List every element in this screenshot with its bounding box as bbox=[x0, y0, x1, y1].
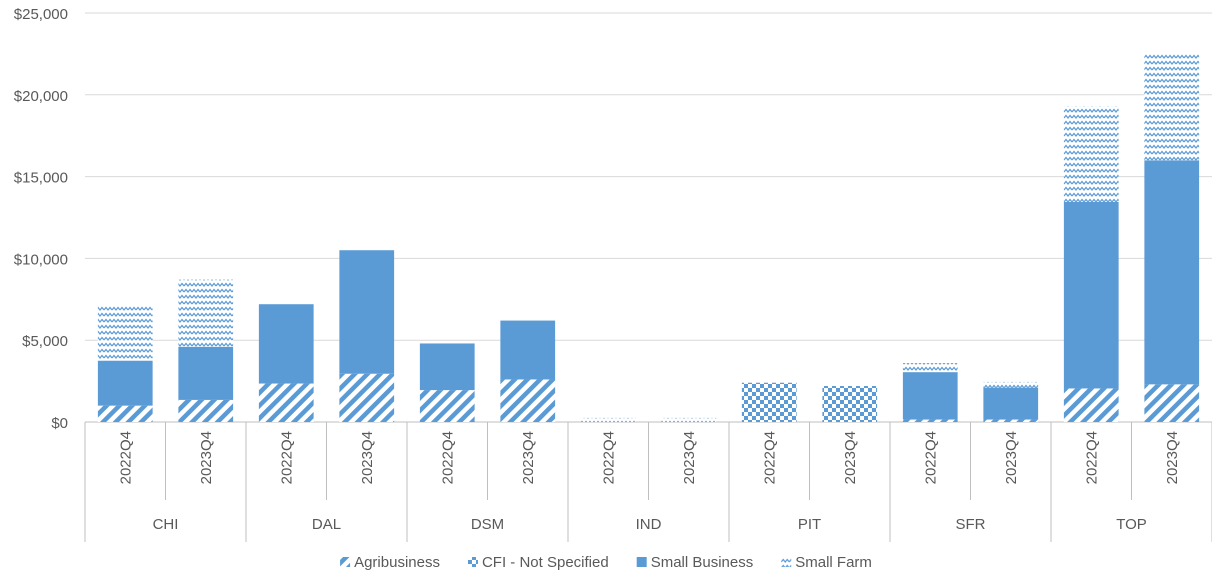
x-tick-label-period: 2023Q4 bbox=[842, 431, 859, 484]
y-tick-label: $10,000 bbox=[14, 251, 68, 268]
x-tick-label-period: 2022Q4 bbox=[761, 431, 778, 484]
bar-segment-small-business bbox=[1144, 160, 1200, 385]
bar-segment-small-business bbox=[500, 320, 556, 380]
bar-segment-small-business bbox=[258, 304, 314, 384]
x-tick-label-period: 2022Q4 bbox=[922, 431, 939, 484]
bar-segment-cfi-not-specified bbox=[741, 382, 797, 422]
y-tick-label: $5,000 bbox=[22, 333, 68, 350]
bar-segment-small-farm bbox=[97, 305, 153, 361]
bar-segment-small-business bbox=[419, 343, 475, 391]
x-tick-label-period: 2023Q4 bbox=[359, 431, 376, 484]
bar-segment-agribusiness bbox=[178, 399, 234, 422]
bar-segment-small-business bbox=[178, 346, 234, 400]
x-tick-label-group: CHI bbox=[153, 516, 179, 533]
legend-item: Small Farm bbox=[781, 554, 872, 571]
bar-segment-cfi-not-specified bbox=[822, 386, 878, 422]
bar-segment-agribusiness bbox=[1063, 388, 1119, 422]
legend-item: CFI - Not Specified bbox=[467, 554, 609, 571]
bar-segment-small-farm bbox=[661, 417, 717, 422]
legend-label: CFI - Not Specified bbox=[482, 554, 609, 571]
legend-swatch bbox=[636, 557, 647, 567]
x-tick-label-group: DSM bbox=[471, 516, 504, 533]
bar-segment-agribusiness bbox=[983, 419, 1039, 422]
legend-label: Agribusiness bbox=[354, 554, 440, 571]
bar-segment-small-farm bbox=[178, 279, 234, 347]
x-tick-label-period: 2023Q4 bbox=[520, 431, 537, 484]
legend-swatch bbox=[340, 557, 351, 567]
bar-segment-small-farm bbox=[1144, 53, 1200, 161]
bar-segment-small-business bbox=[902, 372, 958, 420]
bar-segment-small-farm bbox=[580, 417, 636, 422]
x-tick-label-period: 2023Q4 bbox=[1164, 431, 1181, 484]
y-tick-label: $25,000 bbox=[14, 6, 68, 23]
bar-segment-small-business bbox=[97, 360, 153, 406]
x-tick-label-period: 2023Q4 bbox=[198, 431, 215, 484]
legend-label: Small Business bbox=[651, 554, 754, 571]
x-tick-label-period: 2022Q4 bbox=[278, 431, 295, 484]
bar-segment-small-business bbox=[983, 387, 1039, 420]
bar-segment-small-business bbox=[339, 250, 395, 374]
x-tick-label-period: 2023Q4 bbox=[681, 431, 698, 484]
bar-segment-agribusiness bbox=[902, 419, 958, 422]
x-tick-label-group: SFR bbox=[956, 516, 986, 533]
y-tick-label: $20,000 bbox=[14, 88, 68, 105]
bar-segment-agribusiness bbox=[97, 405, 153, 422]
legend-swatch bbox=[467, 557, 478, 567]
x-tick-label-period: 2022Q4 bbox=[439, 431, 456, 484]
x-tick-label-group: PIT bbox=[798, 516, 821, 533]
x-tick-label-period: 2022Q4 bbox=[117, 431, 134, 484]
bar-segment-agribusiness bbox=[1144, 384, 1200, 422]
bar-segment-small-business bbox=[1063, 201, 1119, 389]
legend-item: Agribusiness bbox=[340, 554, 440, 571]
bar-segment-small-farm bbox=[902, 363, 958, 373]
x-tick-label-group: TOP bbox=[1116, 516, 1147, 533]
x-tick-label-period: 2022Q4 bbox=[1083, 431, 1100, 484]
x-tick-label-group: IND bbox=[636, 516, 662, 533]
bar-segment-agribusiness bbox=[500, 379, 556, 422]
legend-swatch bbox=[781, 557, 792, 567]
bar-segment-agribusiness bbox=[339, 373, 395, 422]
bar-segment-small-farm bbox=[1063, 106, 1119, 202]
y-tick-label: $15,000 bbox=[14, 170, 68, 187]
bar-segment-agribusiness bbox=[258, 383, 314, 422]
x-tick-label-period: 2022Q4 bbox=[600, 431, 617, 484]
x-tick-label-group: DAL bbox=[312, 516, 341, 533]
legend-item: Small Business bbox=[636, 554, 754, 571]
bar-segment-small-farm bbox=[983, 381, 1039, 388]
bar-segment-agribusiness bbox=[419, 390, 475, 422]
y-tick-label: $0 bbox=[51, 415, 68, 432]
legend: Agribusiness CFI - Not Specified Small Bus… bbox=[340, 554, 872, 571]
x-tick-label-period: 2023Q4 bbox=[1003, 431, 1020, 484]
legend-label: Small Farm bbox=[795, 554, 872, 571]
